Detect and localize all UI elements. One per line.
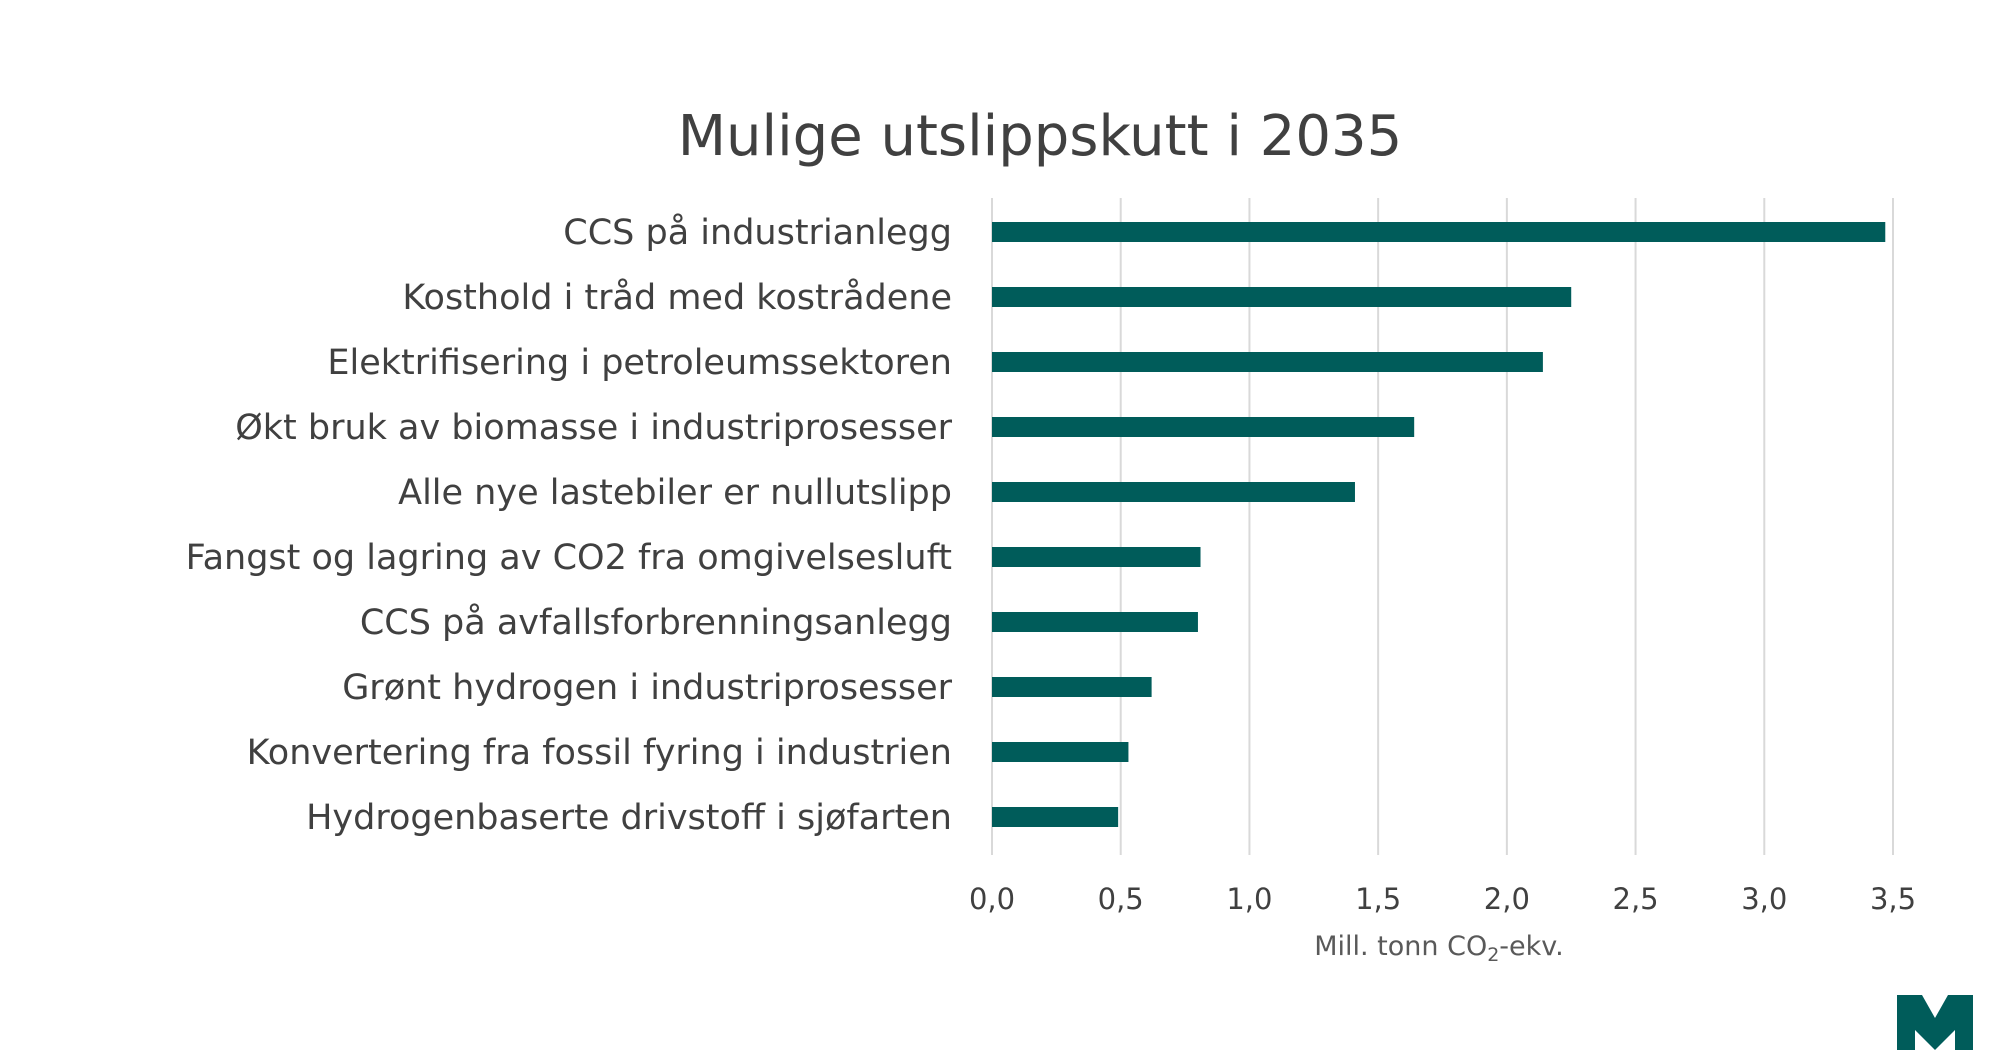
category-label: CCS på avfallsforbrenningsanlegg — [360, 602, 952, 643]
bars — [992, 222, 1886, 827]
category-label: Konvertering fra fossil fyring i industr… — [247, 733, 952, 773]
x-axis-title-subscript: 2 — [1487, 944, 1499, 966]
category-label: Økt bruk av biomasse i industriprosesser — [235, 408, 952, 448]
chart-title: Mulige utslippskutt i 2035 — [678, 104, 1403, 169]
grid-lines — [991, 198, 1894, 855]
bar — [992, 807, 1119, 827]
x-tick-label: 1,0 — [1226, 882, 1272, 916]
category-label: Fangst og lagring av CO2 fra omgivelsesl… — [186, 538, 952, 578]
x-tick-label: 0,5 — [1098, 882, 1144, 916]
category-label: Alle nye lastebiler er nullutslipp — [398, 473, 952, 513]
bar — [992, 352, 1543, 372]
x-tick-label: 0,0 — [969, 882, 1015, 916]
category-label: Hydrogenbaserte drivstoff i sjøfarten — [306, 798, 952, 838]
x-tick-label: 3,0 — [1741, 882, 1787, 916]
category-label: CCS på industrianlegg — [563, 212, 952, 253]
x-tick-labels: 0,0 0,5 1,0 1,5 2,0 2,5 3,0 3,5 — [969, 882, 1916, 916]
x-tick-label: 2,0 — [1484, 882, 1530, 916]
bar — [992, 612, 1198, 632]
category-label: Elektrifisering i petroleumssektoren — [327, 343, 952, 383]
bar — [992, 677, 1152, 697]
bar — [992, 742, 1129, 762]
x-tick-label: 1,5 — [1355, 882, 1401, 916]
bar — [992, 417, 1415, 437]
bar — [992, 547, 1201, 567]
bar — [992, 482, 1355, 502]
x-tick-label: 2,5 — [1613, 882, 1659, 916]
x-axis-title-suffix: -ekv. — [1499, 931, 1563, 962]
bar — [992, 222, 1886, 242]
x-tick-label: 3,5 — [1870, 882, 1916, 916]
category-label: Kosthold i tråd med kostrådene — [402, 277, 952, 318]
x-axis-title: Mill. tonn CO2-ekv. — [1314, 931, 1564, 966]
x-axis-title-main: Mill. tonn CO — [1314, 931, 1487, 962]
category-label: Grønt hydrogen i industriprosesser — [342, 668, 952, 708]
bar — [992, 287, 1572, 307]
category-labels: CCS på industrianlegg Kosthold i tråd med… — [186, 212, 953, 838]
logo-icon — [1897, 995, 1973, 1050]
